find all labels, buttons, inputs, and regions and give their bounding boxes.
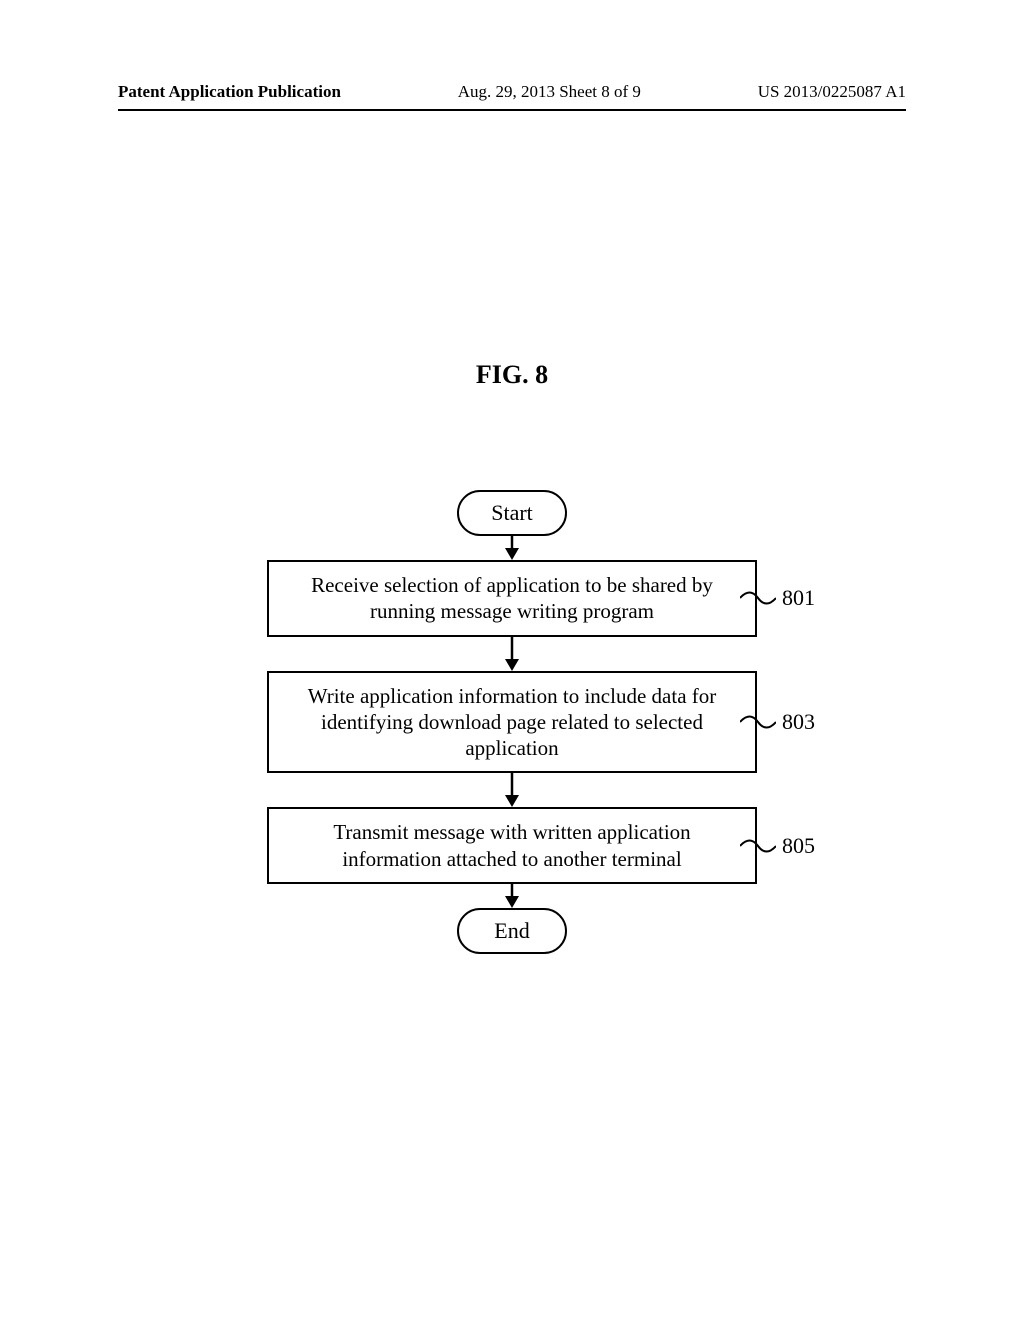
arrow-2-to-3 (0, 773, 1024, 807)
leader-line-icon (740, 709, 776, 735)
flowchart: Start Receive selection of application t… (0, 490, 1024, 954)
step-row-801: Receive selection of application to be s… (0, 560, 1024, 637)
leader-line-icon (740, 833, 776, 859)
end-label: End (494, 918, 529, 944)
step-text-805: Transmit message with written applicatio… (333, 820, 690, 870)
start-terminator: Start (457, 490, 567, 536)
figure-title: FIG. 8 (0, 360, 1024, 390)
step-text-801: Receive selection of application to be s… (311, 573, 713, 623)
patent-page: Patent Application Publication Aug. 29, … (0, 0, 1024, 1320)
start-label: Start (491, 500, 533, 526)
ref-801: 801 (782, 585, 815, 611)
callout-803: 803 (740, 709, 815, 735)
step-row-805: Transmit message with written applicatio… (0, 807, 1024, 884)
page-header: Patent Application Publication Aug. 29, … (0, 82, 1024, 102)
step-text-803: Write application information to include… (308, 684, 717, 761)
header-left: Patent Application Publication (118, 82, 341, 102)
step-box-801: Receive selection of application to be s… (267, 560, 757, 637)
step-box-805: Transmit message with written applicatio… (267, 807, 757, 884)
arrow-start-to-1 (0, 536, 1024, 560)
header-mid: Aug. 29, 2013 Sheet 8 of 9 (458, 82, 641, 102)
step-box-803: Write application information to include… (267, 671, 757, 774)
ref-803: 803 (782, 709, 815, 735)
callout-805: 805 (740, 833, 815, 859)
header-right: US 2013/0225087 A1 (758, 82, 906, 102)
header-rule (118, 109, 906, 111)
end-terminator: End (457, 908, 567, 954)
arrow-1-to-2 (0, 637, 1024, 671)
arrow-3-to-end (0, 884, 1024, 908)
step-row-803: Write application information to include… (0, 671, 1024, 774)
ref-805: 805 (782, 833, 815, 859)
leader-line-icon (740, 585, 776, 611)
callout-801: 801 (740, 585, 815, 611)
